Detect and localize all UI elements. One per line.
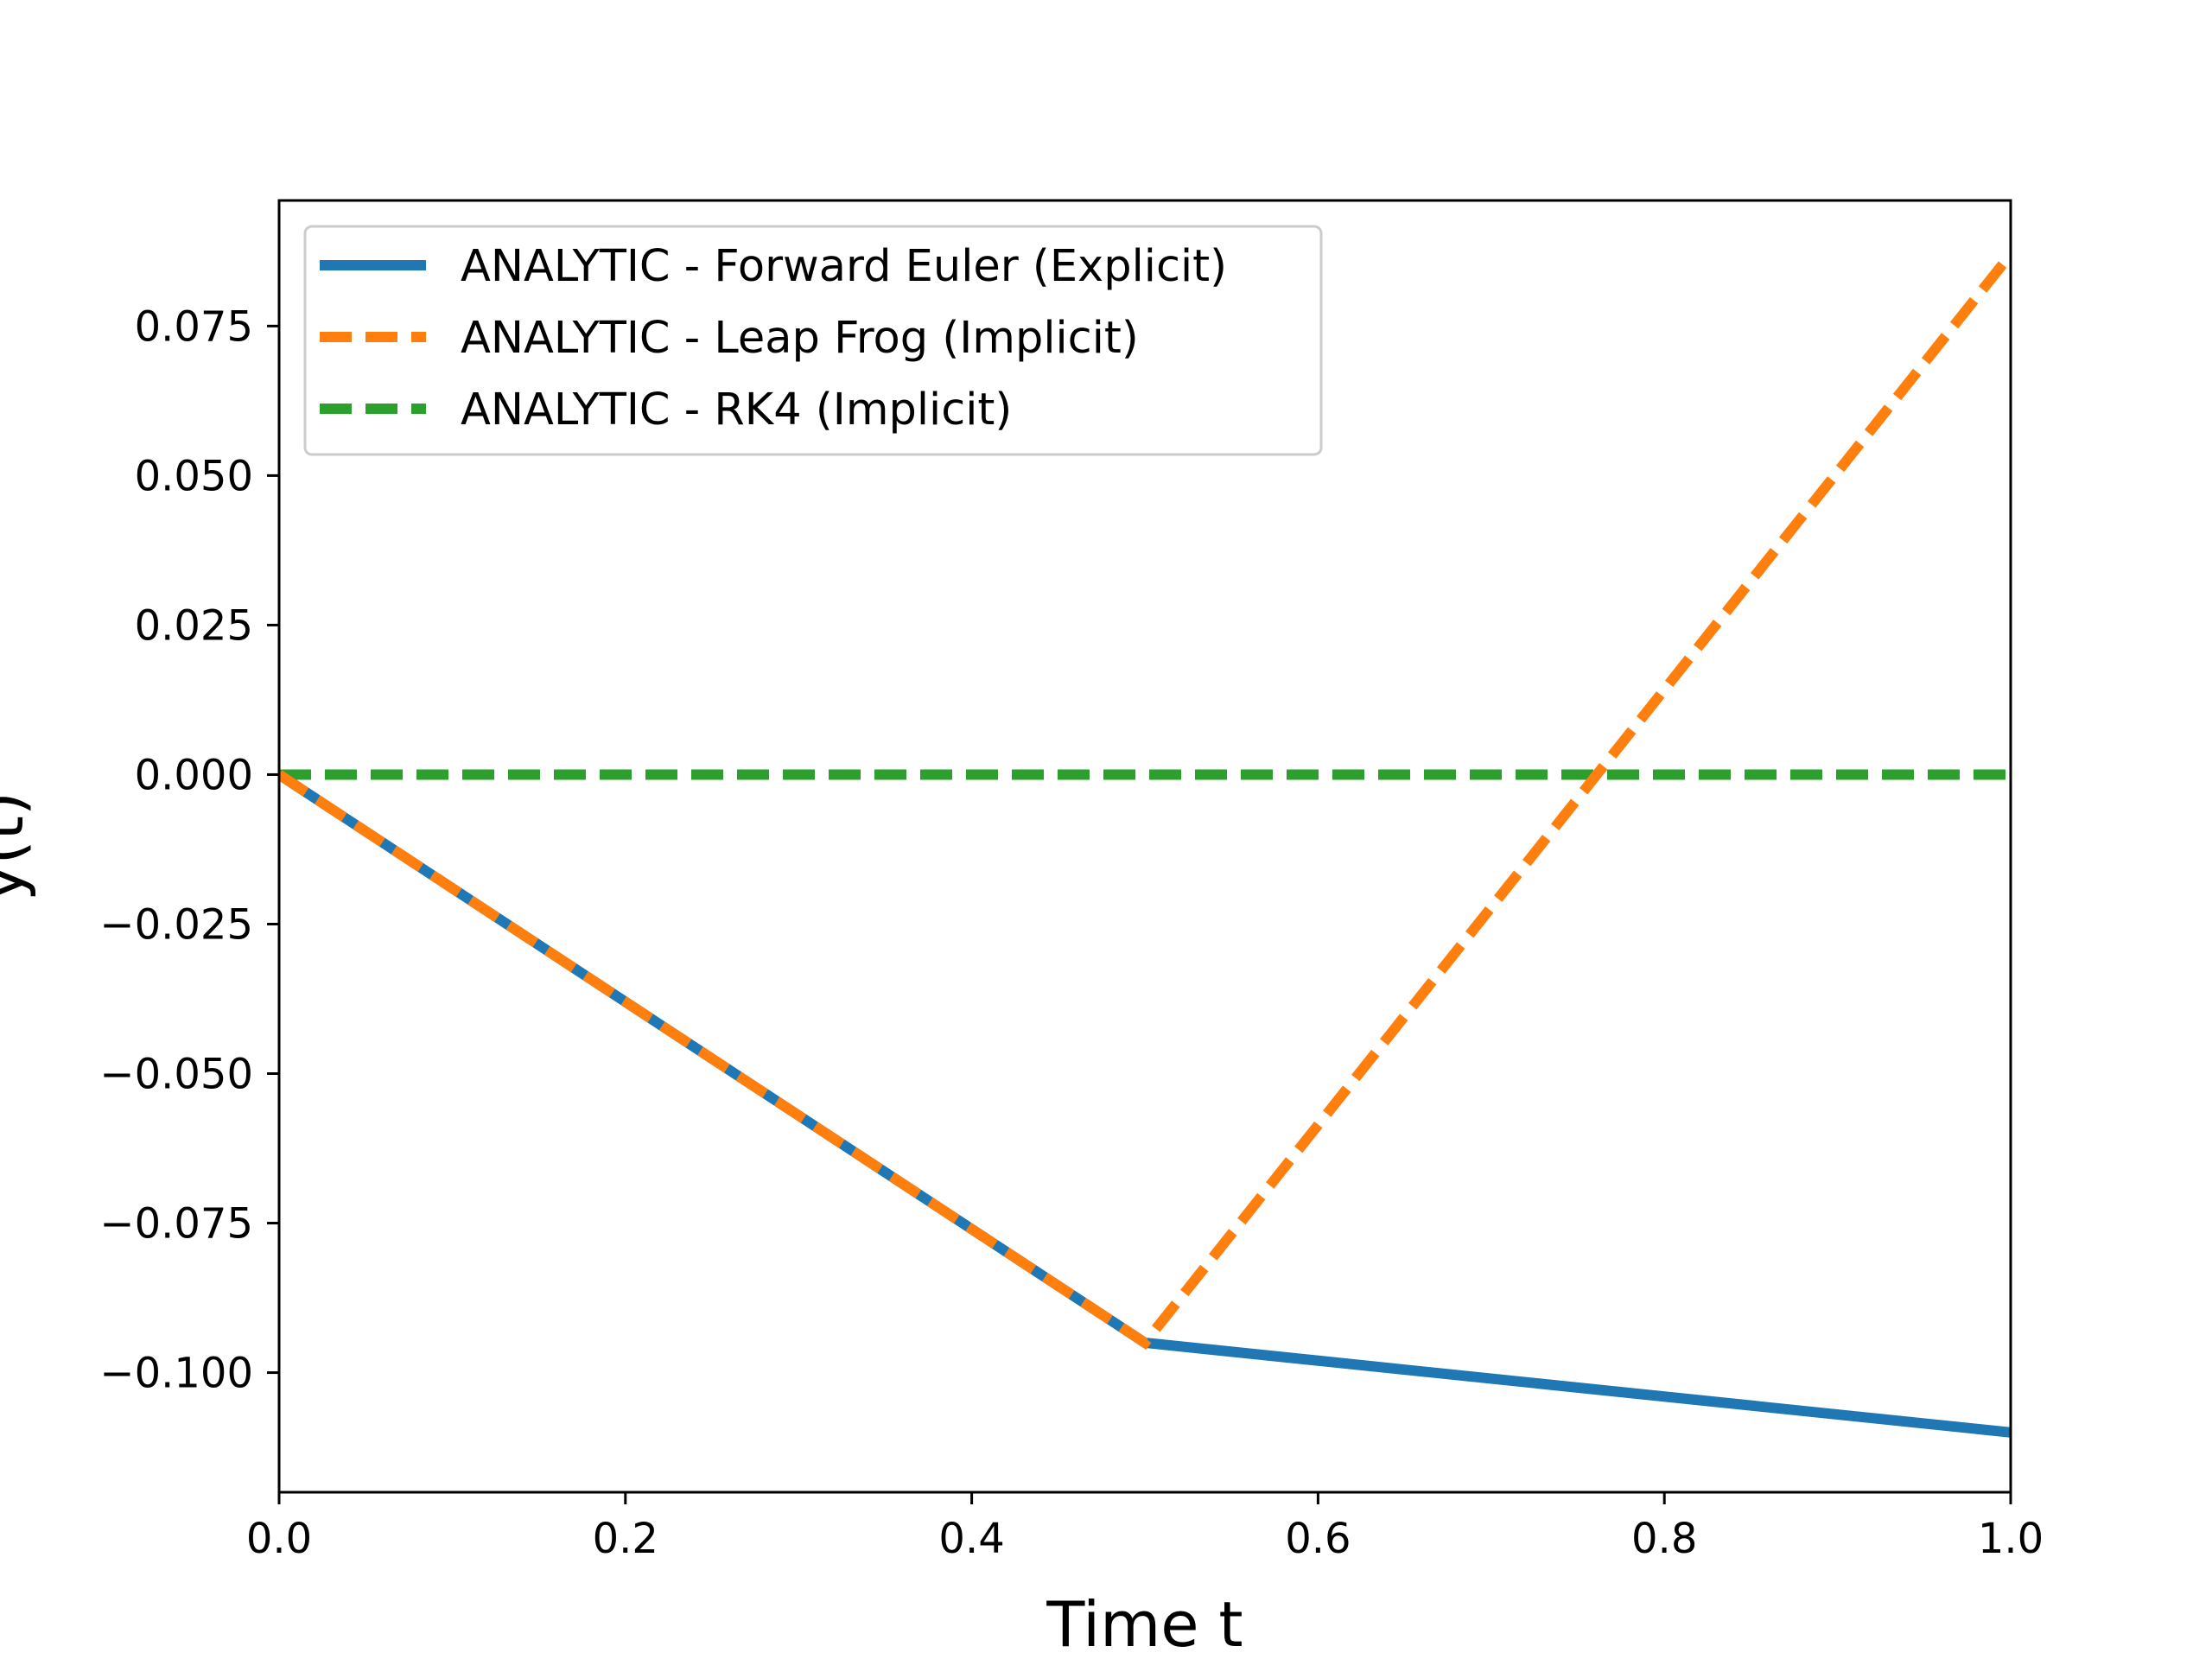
legend-box [303,225,1323,456]
y-axis-title: y(t) [0,791,37,901]
y-tick-label: −0.050 [99,1051,253,1099]
x-tick-label: 0.2 [593,1515,658,1563]
x-tick-label: 0.6 [1285,1515,1351,1563]
y-tick-label: 0.025 [135,601,253,650]
axes-frame [277,199,2012,1494]
y-tick-label: −0.075 [99,1200,253,1249]
series-layer [279,251,2011,1438]
series-line-1 [279,251,2011,1350]
y-axis-ticks: 0.075 0.050 0.025 0.000 −0.025 −0.050 −0.075 −0… [99,302,279,1398]
y-tick-label: 0.000 [135,751,253,799]
legend: ANALYTIC - Forward Euler (Explicit) ANALY… [303,225,1323,456]
legend-label: ANALYTIC - Forward Euler (Explicit) [461,241,1227,292]
x-tick-label: 0.8 [1631,1515,1697,1563]
x-axis-title: Time t [1046,1588,1243,1659]
x-axis-ticks: 0.0 0.2 0.4 0.6 0.8 1.0 [246,1492,2044,1563]
y-tick-label: 0.075 [135,302,253,351]
y-tick-label: −0.025 [99,900,253,949]
x-tick-label: 1.0 [1978,1515,2044,1563]
legend-label: ANALYTIC - Leap Frog (Implicit) [461,313,1139,364]
x-tick-label: 0.4 [938,1515,1004,1563]
legend-label: ANALYTIC - RK4 (Implicit) [461,385,1012,435]
y-tick-label: 0.050 [135,452,253,500]
x-tick-label: 0.0 [246,1515,312,1563]
y-tick-label: −0.100 [99,1350,253,1398]
